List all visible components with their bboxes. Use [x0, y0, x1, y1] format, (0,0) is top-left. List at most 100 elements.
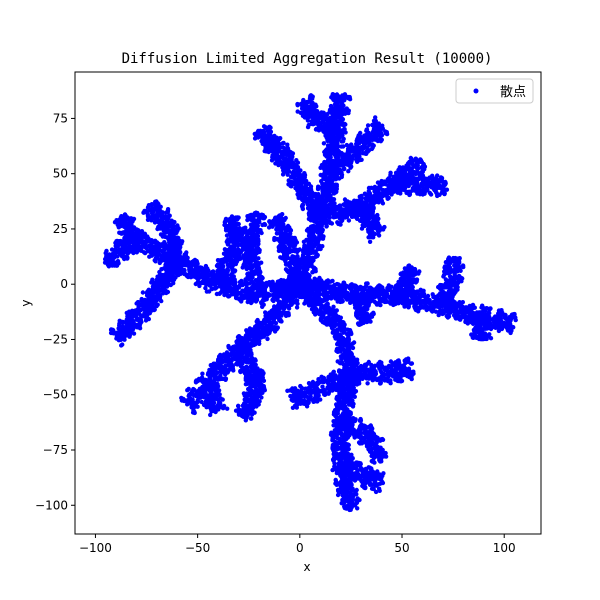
scatter-point — [333, 143, 338, 148]
scatter-point — [250, 246, 255, 251]
scatter-point — [180, 239, 185, 244]
scatter-point — [316, 245, 322, 250]
scatter-point — [151, 239, 157, 245]
scatter-point — [366, 139, 372, 144]
scatter-point — [324, 198, 329, 204]
scatter-point — [322, 175, 327, 180]
scatter-point — [290, 162, 296, 168]
scatter-point — [212, 282, 218, 288]
scatter-point — [269, 143, 274, 148]
scatter-point — [219, 283, 224, 288]
scatter-point — [349, 214, 355, 219]
scatter-point — [171, 223, 176, 229]
scatter-point — [204, 273, 210, 278]
scatter-point — [348, 159, 353, 164]
scatter-point — [219, 269, 224, 274]
scatter-point — [230, 291, 235, 297]
scatter-point — [292, 166, 298, 171]
scatter-point — [329, 110, 334, 115]
scatter-point — [248, 231, 253, 236]
scatter-point — [304, 99, 310, 105]
scatter-point — [373, 198, 379, 204]
scatter-point — [123, 225, 128, 231]
scatter-point — [320, 209, 325, 215]
scatter-point — [271, 285, 276, 290]
scatter-point — [367, 239, 373, 244]
scatter-point — [341, 202, 346, 207]
scatter-point — [322, 125, 328, 131]
scatter-point — [185, 259, 191, 264]
scatter-point — [338, 152, 344, 157]
scatter-point — [316, 120, 321, 125]
scatter-point — [279, 161, 284, 167]
scatter-point — [242, 246, 248, 251]
scatter-point — [301, 239, 307, 244]
scatter-point — [183, 272, 189, 277]
scatter-point — [206, 268, 211, 273]
scatter-point — [372, 214, 377, 219]
scatter-point — [257, 275, 263, 281]
scatter-point — [273, 161, 278, 166]
scatter-point — [165, 246, 170, 251]
scatter-point — [389, 180, 394, 185]
scatter-point — [421, 166, 426, 172]
scatter-point — [274, 154, 279, 159]
scatter-point — [262, 148, 267, 154]
scatter-point — [331, 123, 336, 129]
scatter-point — [221, 275, 227, 280]
scatter-point — [317, 112, 323, 117]
scatter-point — [112, 220, 118, 225]
scatter-point — [225, 248, 230, 253]
scatter-point — [344, 157, 349, 162]
scatter-point — [435, 193, 440, 199]
scatter-point — [330, 138, 335, 144]
scatter-point — [348, 165, 353, 170]
scatter-point — [362, 143, 367, 148]
scatter-point — [283, 163, 289, 168]
scatter-point — [162, 240, 167, 245]
scatter-point — [203, 285, 208, 291]
scatter-point — [427, 190, 433, 196]
scatter-point — [325, 152, 331, 158]
scatter-point — [415, 186, 420, 192]
scatter-point — [326, 159, 331, 164]
scatter-point — [302, 109, 307, 114]
scatter-point — [404, 180, 410, 185]
scatter-point — [431, 182, 436, 187]
scatter-point — [161, 216, 166, 221]
scatter-point — [159, 287, 164, 293]
scatter-point — [336, 221, 341, 227]
scatter-point — [393, 175, 399, 181]
scatter-point — [443, 181, 448, 186]
scatter-point — [382, 180, 388, 185]
scatter-point — [366, 216, 372, 221]
scatter-point — [123, 214, 128, 219]
scatter-point — [234, 227, 240, 233]
scatter-point — [120, 220, 126, 225]
scatter-point — [169, 259, 174, 265]
scatter-point — [305, 115, 311, 121]
scatter-point — [312, 267, 317, 272]
scatter-point — [356, 133, 361, 138]
scatter-point — [319, 186, 325, 191]
scatter-point — [287, 158, 292, 163]
scatter-point — [227, 229, 232, 234]
scatter-point — [153, 215, 158, 221]
scatter-point — [211, 272, 217, 277]
scatter-point — [184, 250, 189, 255]
scatter-point — [373, 115, 378, 120]
scatter-point — [316, 235, 322, 240]
scatter-point — [355, 154, 360, 159]
scatter-point — [126, 231, 132, 237]
scatter-point — [361, 212, 366, 218]
scatter-point — [193, 281, 198, 287]
scatter-point — [192, 259, 198, 264]
scatter-point — [303, 250, 309, 256]
scatter-point — [342, 127, 347, 132]
scatter-point — [346, 218, 352, 223]
scatter-point — [299, 174, 304, 180]
scatter-point — [254, 297, 260, 303]
scatter-point — [173, 275, 178, 280]
scatter-point — [190, 273, 195, 278]
scatter-point — [132, 236, 138, 241]
